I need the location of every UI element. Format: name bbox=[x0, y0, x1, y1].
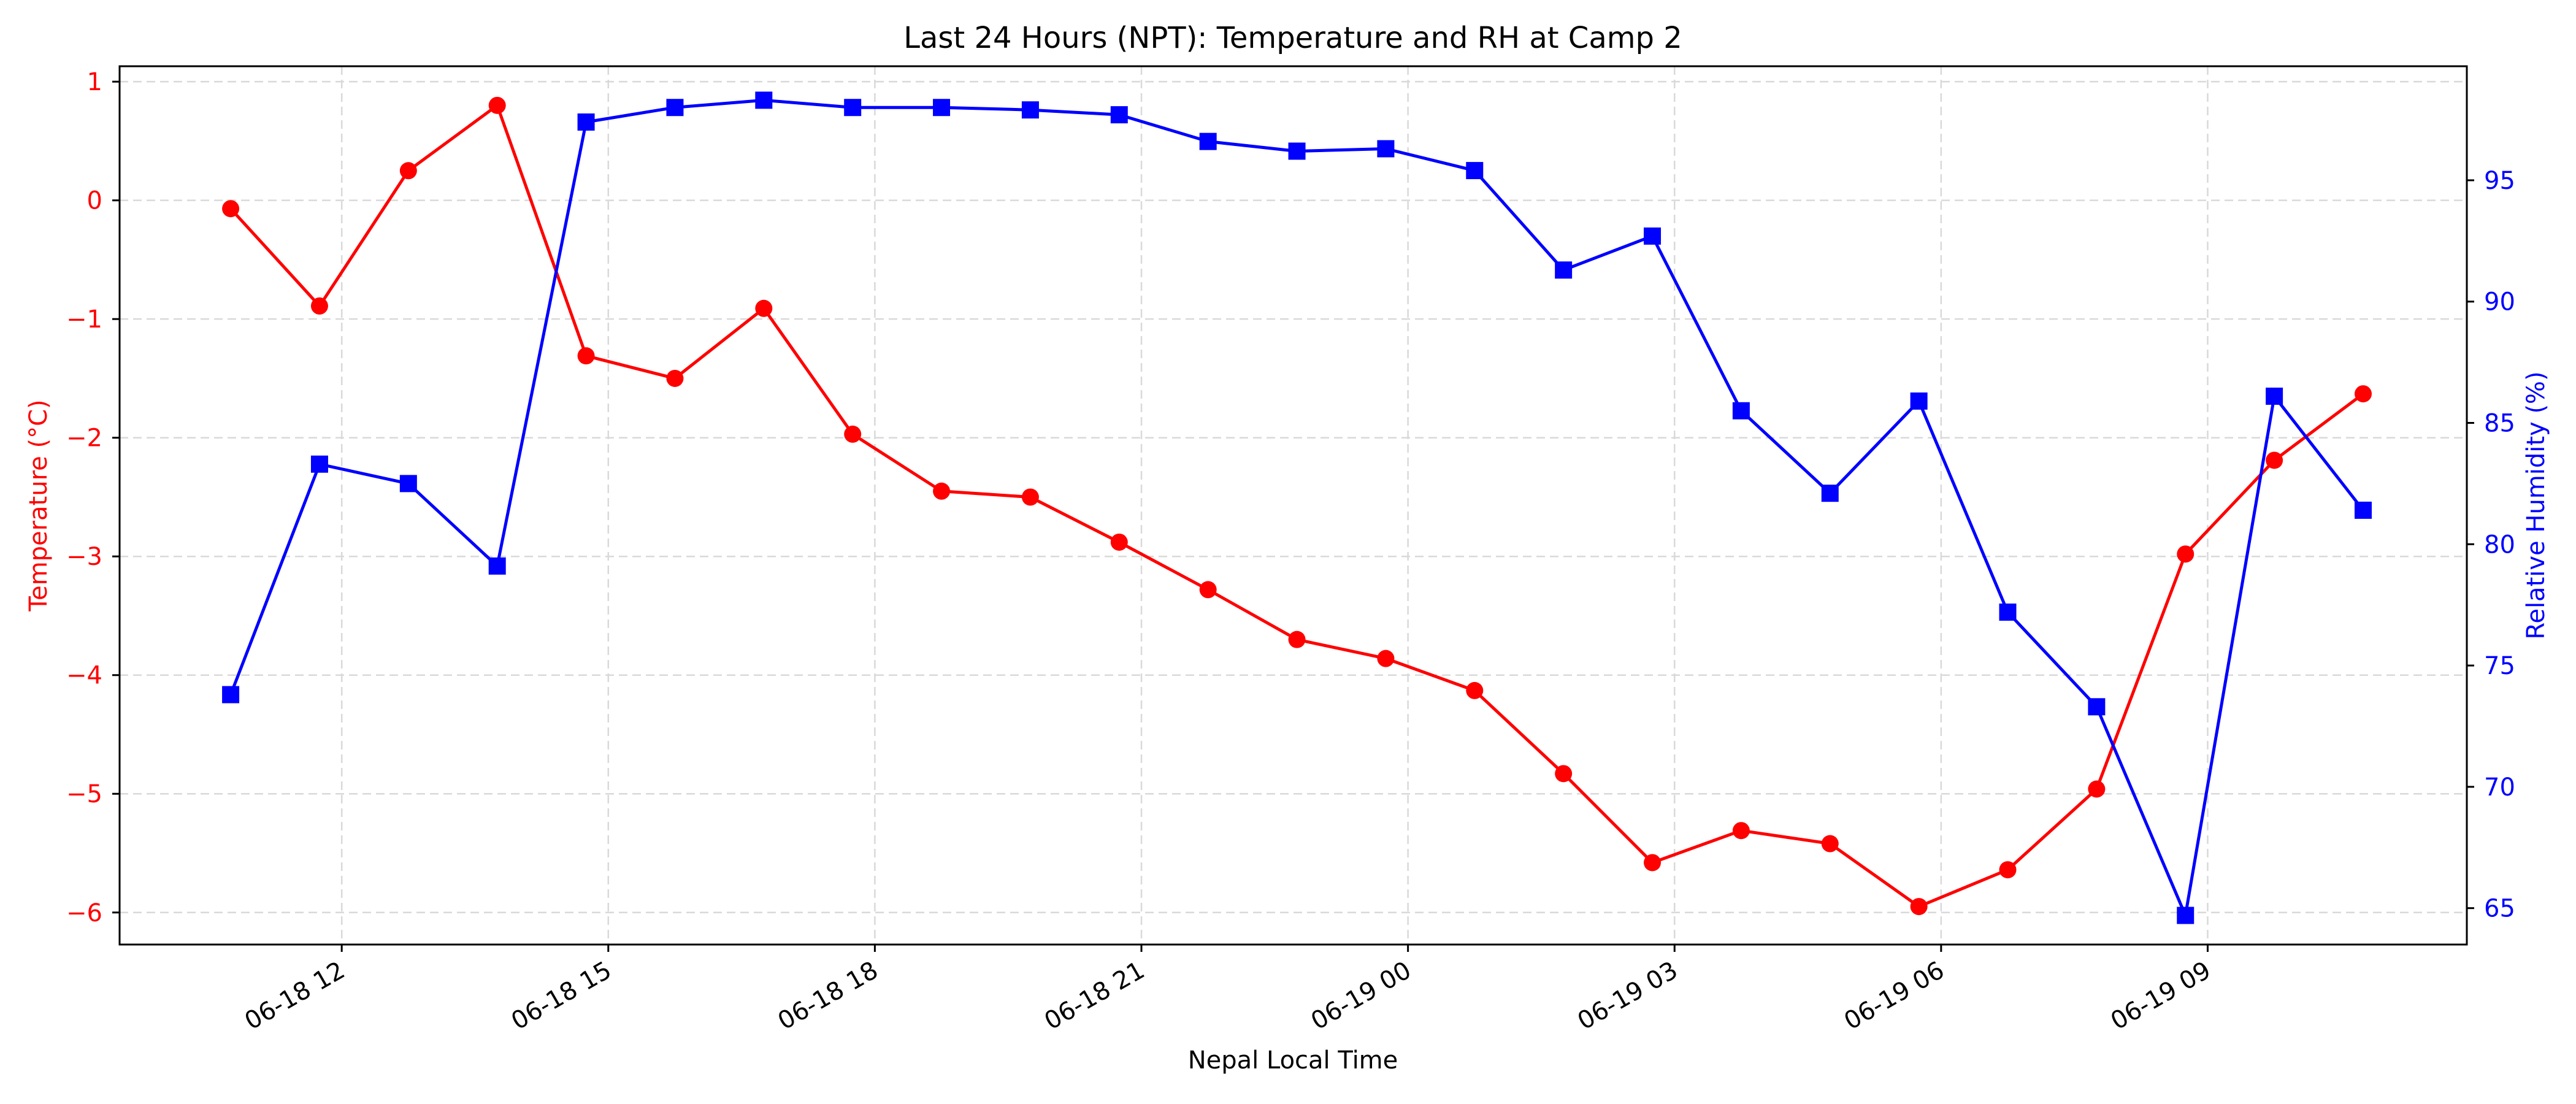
temperature-point bbox=[310, 297, 328, 315]
temperature-point bbox=[2266, 451, 2283, 469]
humidity-point bbox=[399, 475, 417, 493]
y-left-tick-label: −5 bbox=[66, 780, 102, 808]
y-left-tick-label: −4 bbox=[66, 662, 102, 690]
temperature-point bbox=[488, 96, 506, 114]
temperature-point bbox=[2088, 780, 2106, 798]
x-tick-label: 06-19 03 bbox=[1573, 956, 1682, 1036]
y-right-tick-label: 80 bbox=[2484, 531, 2515, 559]
temperature-point bbox=[1110, 533, 1128, 551]
x-tick-label: 06-18 21 bbox=[1040, 956, 1149, 1036]
humidity-point bbox=[1466, 162, 1484, 180]
y-left-tick-label: −6 bbox=[66, 899, 102, 927]
chart-title: Last 24 Hours (NPT): Temperature and RH … bbox=[903, 21, 1682, 55]
humidity-point bbox=[488, 557, 506, 575]
y-right-tick-label: 90 bbox=[2484, 288, 2515, 316]
humidity-point bbox=[2266, 387, 2283, 405]
humidity-point bbox=[1644, 227, 1662, 245]
x-tick-label: 06-19 06 bbox=[1839, 956, 1949, 1036]
temperature-point bbox=[399, 162, 417, 180]
temperature-point bbox=[933, 482, 951, 500]
y-axis-left-title: Temperature (°C) bbox=[25, 399, 53, 611]
humidity-point bbox=[1555, 261, 1573, 279]
humidity-point bbox=[577, 113, 595, 131]
temperature-point bbox=[2177, 545, 2195, 563]
humidity-point bbox=[222, 686, 240, 703]
y-right-tick-label: 85 bbox=[2484, 410, 2515, 438]
temperature-point bbox=[755, 299, 773, 317]
humidity-point bbox=[310, 455, 328, 473]
x-axis-title: Nepal Local Time bbox=[1188, 1046, 1398, 1075]
humidity-point bbox=[2354, 501, 2372, 519]
temperature-point bbox=[1821, 835, 1839, 853]
humidity-series bbox=[222, 91, 2372, 924]
humidity-point bbox=[1910, 392, 1928, 410]
y-left-tick-label: −2 bbox=[66, 424, 102, 453]
temperature-point bbox=[1910, 898, 1928, 916]
y-right-tick-label: 70 bbox=[2484, 773, 2515, 802]
y-right-tick-label: 75 bbox=[2484, 652, 2515, 680]
x-tick-label: 06-18 12 bbox=[240, 956, 350, 1036]
humidity-point bbox=[1377, 140, 1395, 158]
grid bbox=[120, 66, 2467, 945]
temperature-point bbox=[1021, 488, 1039, 506]
humidity-point bbox=[933, 99, 951, 117]
y-left-tick-label: 1 bbox=[87, 68, 102, 96]
x-axis: 06-18 12 06-18 15 06-18 18 06-18 21 06-19 00… bbox=[240, 945, 2215, 1036]
y-axis-right: 95 90 85 80 75 70 65 bbox=[2467, 167, 2515, 923]
y-right-tick-label: 95 bbox=[2484, 167, 2515, 195]
humidity-point bbox=[1999, 604, 2017, 621]
temperature-point bbox=[666, 369, 684, 387]
temperature-series bbox=[222, 96, 2372, 916]
temperature-point bbox=[1999, 861, 2017, 879]
temperature-point bbox=[1377, 650, 1395, 667]
x-tick-label: 06-19 09 bbox=[2106, 956, 2216, 1036]
y-right-tick-label: 65 bbox=[2484, 895, 2515, 923]
humidity-point bbox=[1732, 402, 1750, 420]
y-axis-right-title: Relative Humidity (%) bbox=[2522, 371, 2550, 639]
temperature-point bbox=[1466, 681, 1484, 699]
temperature-line bbox=[229, 104, 2364, 908]
y-left-tick-label: −3 bbox=[66, 543, 102, 571]
x-tick-label: 06-18 15 bbox=[507, 956, 616, 1036]
x-tick-label: 06-19 00 bbox=[1306, 956, 1416, 1036]
y-axis-left: 1 0 −1 −2 −3 −4 −5 −6 bbox=[66, 68, 120, 927]
humidity-point bbox=[2177, 907, 2195, 924]
humidity-point bbox=[844, 99, 862, 117]
humidity-point bbox=[755, 91, 773, 109]
y-left-tick-label: −1 bbox=[66, 305, 102, 334]
plot-frame bbox=[118, 65, 2468, 946]
temperature-point bbox=[2354, 385, 2372, 403]
temperature-point bbox=[1555, 765, 1573, 783]
humidity-point bbox=[1288, 142, 1306, 160]
temperature-point bbox=[1732, 822, 1750, 840]
temperature-point bbox=[1644, 854, 1662, 872]
humidity-point bbox=[1110, 106, 1128, 124]
humidity-point bbox=[2088, 698, 2106, 716]
temperature-point bbox=[577, 347, 595, 365]
x-tick-label: 06-18 18 bbox=[773, 956, 883, 1036]
temperature-point bbox=[1288, 631, 1306, 648]
humidity-point bbox=[1199, 132, 1217, 150]
humidity-point bbox=[1021, 101, 1039, 119]
humidity-point bbox=[1821, 485, 1839, 502]
series-layer bbox=[222, 91, 2372, 924]
humidity-point bbox=[666, 99, 684, 117]
temperature-point bbox=[222, 200, 240, 218]
temperature-point bbox=[1199, 581, 1217, 599]
y-left-tick-label: 0 bbox=[87, 187, 102, 215]
temperature-point bbox=[844, 425, 862, 443]
